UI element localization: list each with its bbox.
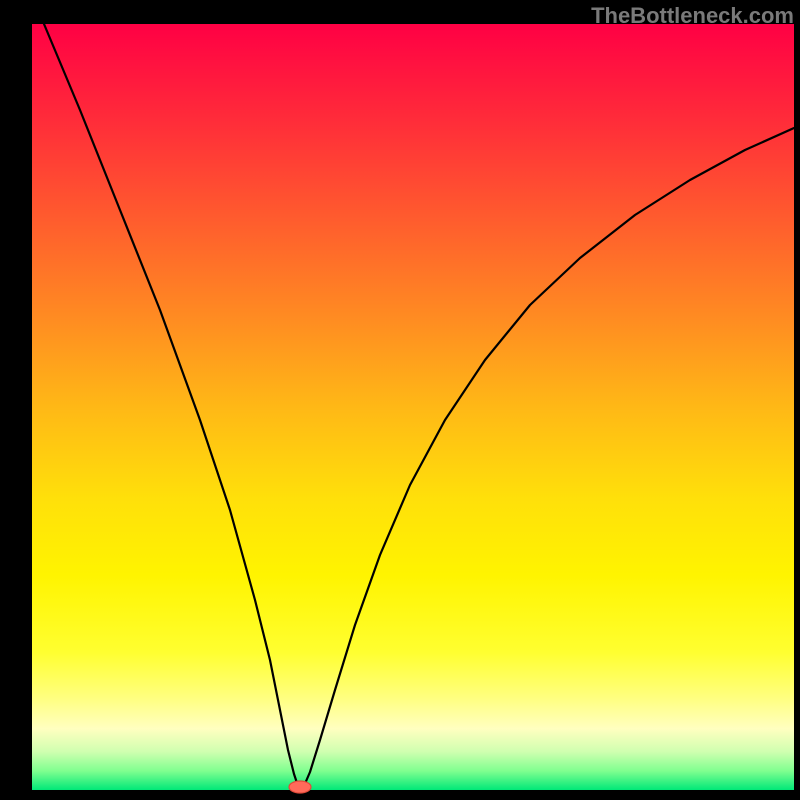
watermark-text: TheBottleneck.com [591,3,794,29]
chart-container: TheBottleneck.com [0,0,800,800]
minimum-marker [289,781,311,793]
bottleneck-curve-layer [0,0,800,800]
bottleneck-curve [44,24,794,789]
